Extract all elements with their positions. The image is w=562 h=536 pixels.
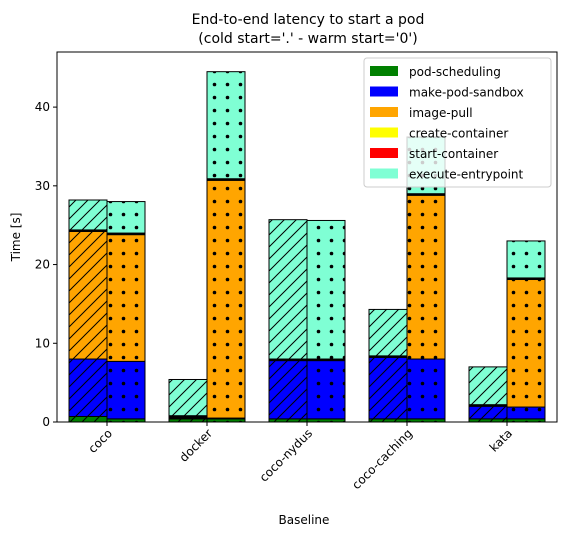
y-tick-label: 20 xyxy=(35,258,50,272)
chart-title: End-to-end latency to start a pod xyxy=(192,12,425,28)
bar-hatch-coco-cold-pod-scheduling xyxy=(107,418,145,422)
bar-hatch-coco-warm-image-pull xyxy=(69,231,107,360)
bar-hatch-kata-cold-make-pod-sandbox xyxy=(507,407,545,419)
legend-box xyxy=(363,57,552,188)
bar-hatch-kata-warm-execute-entrypoint xyxy=(469,366,507,405)
bar-hatch-coco-cold-execute-entrypoint xyxy=(107,201,145,234)
bar-hatch-kata-cold-pod-scheduling xyxy=(507,418,545,422)
bar-hatch-docker-warm-pod-scheduling xyxy=(169,418,207,422)
bar-hatch-coco-cold-image-pull xyxy=(107,234,145,362)
bar-hatch-coco-caching-cold-image-pull xyxy=(407,195,445,360)
bar-hatch-docker-cold-image-pull xyxy=(207,180,245,419)
legend-swatch-image-pull xyxy=(370,107,398,117)
bars-layer xyxy=(68,71,546,423)
bar-hatch-coco-nydus-warm-execute-entrypoint xyxy=(269,219,307,360)
legend-swatch-pod-scheduling xyxy=(370,66,398,76)
legend-label-image-pull: image-pull xyxy=(409,106,473,120)
x-tick-label: coco xyxy=(86,426,116,456)
bar-hatch-kata-warm-make-pod-sandbox xyxy=(469,406,507,419)
bar-hatch-coco-nydus-cold-make-pod-sandbox xyxy=(307,360,345,419)
x-axis-label: Baseline xyxy=(279,513,330,527)
bar-hatch-coco-nydus-cold-execute-entrypoint xyxy=(307,220,345,360)
y-axis-label: Time [s] xyxy=(9,213,23,263)
bar-hatch-kata-cold-execute-entrypoint xyxy=(507,240,545,278)
legend: pod-scheduling make-pod-sandbox image-pull… xyxy=(363,57,552,188)
bar-hatch-kata-cold-image-pull xyxy=(507,279,545,408)
legend-label-start-container: start-container xyxy=(409,147,498,161)
y-tick-label: 40 xyxy=(35,100,50,114)
bar-hatch-coco-warm-execute-entrypoint xyxy=(69,200,107,230)
bar-hatch-coco-cold-make-pod-sandbox xyxy=(107,361,145,419)
bar-hatch-coco-caching-cold-pod-scheduling xyxy=(407,418,445,422)
legend-label-create-container: create-container xyxy=(409,127,508,141)
bar-hatch-coco-nydus-warm-make-pod-sandbox xyxy=(269,360,307,419)
legend-label-make-pod-sandbox: make-pod-sandbox xyxy=(409,86,524,100)
bar-hatch-coco-warm-make-pod-sandbox xyxy=(69,359,107,417)
y-tick-label: 30 xyxy=(35,179,50,193)
x-tick-label: coco-caching xyxy=(349,426,415,492)
bar-hatch-coco-caching-cold-make-pod-sandbox xyxy=(407,359,445,419)
bar-hatch-docker-cold-pod-scheduling xyxy=(207,418,245,422)
bar-hatch-coco-nydus-warm-pod-scheduling xyxy=(269,418,307,422)
x-tick-label: kata xyxy=(487,426,515,454)
legend-swatch-execute-entrypoint xyxy=(370,168,398,179)
bar-hatch-coco-caching-warm-pod-scheduling xyxy=(369,418,407,422)
chart-subtitle: (cold start='.' - warm start='0') xyxy=(198,31,417,47)
x-tick-label: coco-nydus xyxy=(257,426,315,484)
legend-swatch-start-container xyxy=(370,148,398,158)
x-tick-label: docker xyxy=(177,426,216,465)
bar-hatch-coco-warm-pod-scheduling xyxy=(69,416,107,422)
bar-hatch-docker-cold-execute-entrypoint xyxy=(207,71,245,179)
bar-hatch-coco-caching-warm-execute-entrypoint xyxy=(369,309,407,356)
bar-hatch-coco-caching-warm-make-pod-sandbox xyxy=(369,357,407,419)
legend-swatch-create-container xyxy=(370,127,398,138)
bar-hatch-coco-nydus-cold-pod-scheduling xyxy=(307,418,345,422)
legend-label-pod-scheduling: pod-scheduling xyxy=(409,65,501,79)
y-tick-label: 0 xyxy=(42,415,50,429)
legend-swatch-make-pod-sandbox xyxy=(370,86,398,97)
bar-hatch-docker-warm-execute-entrypoint xyxy=(169,379,207,416)
y-tick-label: 10 xyxy=(35,336,50,350)
legend-label-execute-entrypoint: execute-entrypoint xyxy=(409,168,524,182)
bar-hatch-kata-warm-pod-scheduling xyxy=(469,418,507,422)
